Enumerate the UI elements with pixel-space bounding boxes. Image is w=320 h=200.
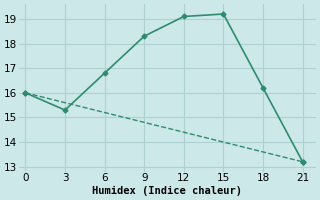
X-axis label: Humidex (Indice chaleur): Humidex (Indice chaleur) (92, 186, 242, 196)
